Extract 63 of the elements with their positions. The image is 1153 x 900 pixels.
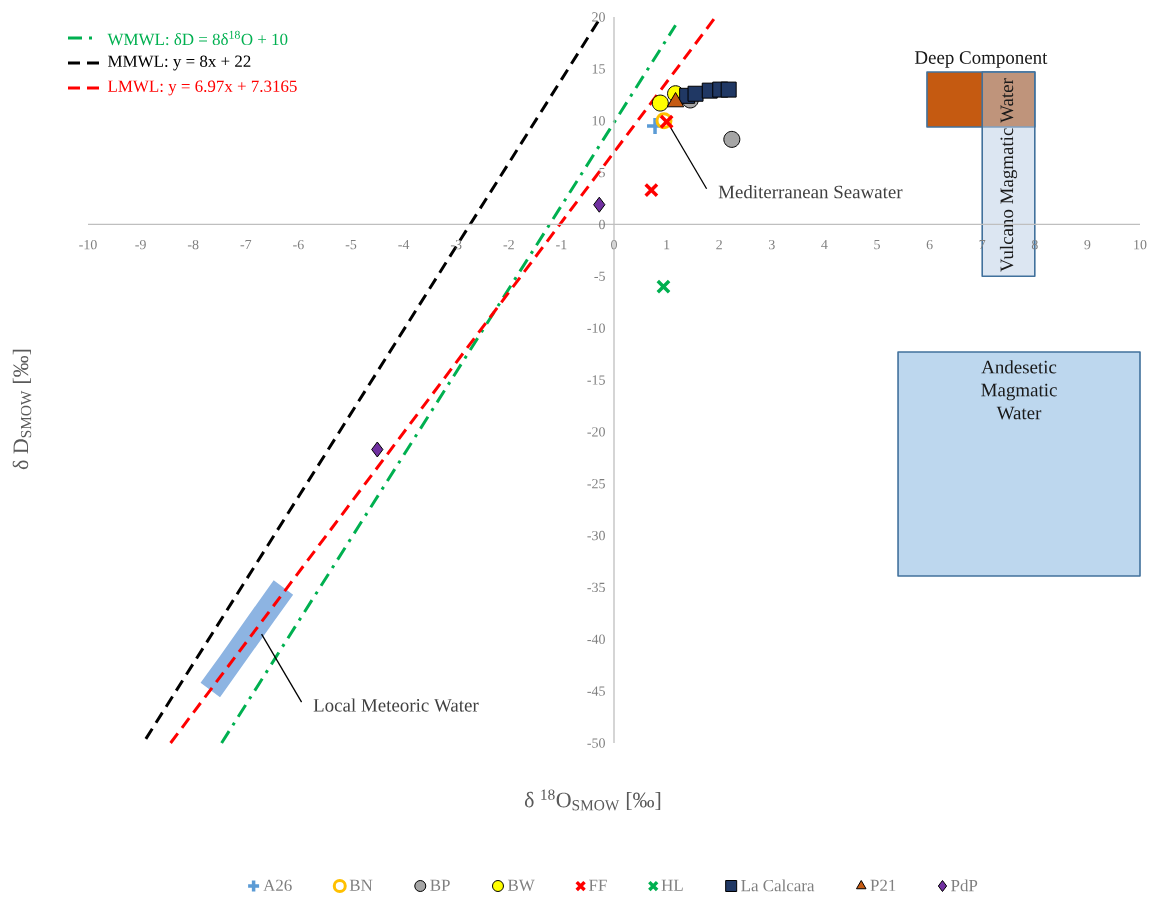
x-tick-label: -1 xyxy=(556,239,567,250)
point xyxy=(723,130,741,148)
x-tick-label: -3 xyxy=(450,239,462,250)
x-tick-label: 4 xyxy=(821,239,828,250)
legend-label: BP xyxy=(430,879,450,891)
x-tick-label: -10 xyxy=(79,239,97,250)
legend-label: LMWL: y = 6.97x + 7.3165 xyxy=(108,80,297,96)
y-tick-label: -15 xyxy=(587,375,605,385)
point xyxy=(371,441,384,458)
y-tick-label: 5 xyxy=(599,167,605,178)
point xyxy=(651,94,669,112)
point xyxy=(666,92,685,108)
y-tick-label: 20 xyxy=(592,12,605,22)
legend-label: A26 xyxy=(263,879,292,892)
legend-label: MMWL: y = 8x + 22 xyxy=(108,55,251,71)
x-tick-label: -6 xyxy=(293,239,304,250)
point xyxy=(593,196,606,213)
x-tick-label: -8 xyxy=(187,239,199,250)
y-tick-label: -10 xyxy=(587,323,605,333)
annotation: Andesetic Magmatic Water xyxy=(981,360,1057,420)
legend-label: WMWL: δD = 8δ$^{18}$O + 10 xyxy=(107,30,288,46)
x-tick-label: -5 xyxy=(345,239,357,250)
point xyxy=(687,85,704,102)
annotation: Local Meteoric Water xyxy=(313,698,479,712)
y-tick-label: -50 xyxy=(587,738,605,748)
x-tick-label: 2 xyxy=(716,239,722,250)
y-tick-label: -25 xyxy=(587,479,605,489)
legend-label: PdP xyxy=(951,879,978,892)
legend-label: FF xyxy=(589,879,607,891)
point xyxy=(659,114,675,130)
legend-label: P21 xyxy=(870,879,896,891)
x-tick-label: -2 xyxy=(503,239,514,250)
y-tick-label: -45 xyxy=(587,686,605,696)
x-tick-label: 1 xyxy=(664,239,670,250)
point xyxy=(720,81,737,98)
y-tick-label: -30 xyxy=(587,530,605,541)
y-tick-label: -5 xyxy=(594,271,605,281)
y-tick-label: 15 xyxy=(592,64,605,74)
legend-label: BW xyxy=(507,879,535,892)
legend-label: BN xyxy=(349,879,373,891)
x-tick-label: 5 xyxy=(874,239,880,250)
legend-label: HL xyxy=(661,879,683,891)
y-tick-label: -20 xyxy=(587,427,605,437)
x-tick-label: 9 xyxy=(1084,239,1091,250)
x-tick-label: 10 xyxy=(1134,239,1147,250)
x-axis-title: δ $^{18}$O$_{SMOW}$ [‰] xyxy=(524,789,661,811)
annotation: Vulcano Magmatic Water xyxy=(999,78,1018,272)
x-tick-label: -7 xyxy=(240,239,252,250)
annotation: Mediterranean Seawater xyxy=(718,185,903,199)
y-tick-label: -40 xyxy=(587,634,605,644)
y-tick-label: 0 xyxy=(599,219,605,230)
x-tick-label: -9 xyxy=(135,239,146,250)
point xyxy=(656,279,671,295)
y-tick-label: 10 xyxy=(592,116,605,126)
x-tick-label: -4 xyxy=(398,239,410,250)
x-tick-label: 6 xyxy=(926,239,933,250)
y-axis-title: δ D$_{SMOW}$ [‰] xyxy=(12,349,32,470)
legend-label: La Calcara xyxy=(741,879,815,892)
annotation: Deep Component xyxy=(914,51,1048,68)
x-tick-label: 3 xyxy=(768,239,775,250)
x-tick-label: 0 xyxy=(611,239,617,250)
point xyxy=(643,182,659,198)
y-tick-label: -35 xyxy=(587,582,605,593)
